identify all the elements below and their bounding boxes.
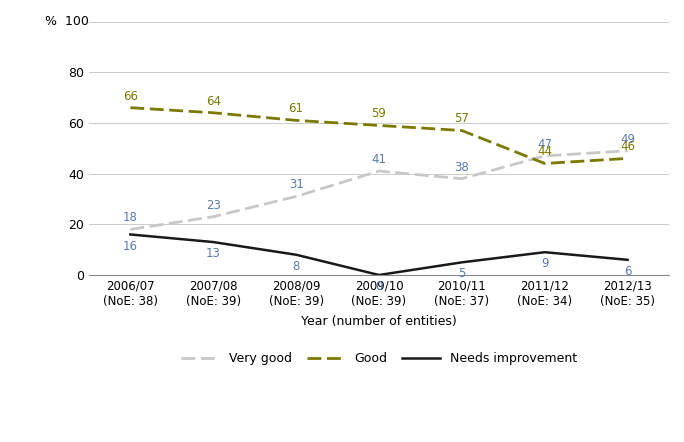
Text: 5: 5 [458, 267, 466, 280]
Text: 47: 47 [537, 138, 552, 151]
Text: %  100: % 100 [45, 15, 90, 28]
X-axis label: Year (number of entities): Year (number of entities) [301, 315, 457, 328]
Text: 61: 61 [289, 102, 304, 115]
Text: 9: 9 [541, 257, 549, 270]
Text: 0: 0 [376, 280, 382, 293]
Text: 41: 41 [371, 153, 386, 166]
Text: 6: 6 [624, 265, 631, 278]
Text: 64: 64 [206, 95, 221, 108]
Text: 18: 18 [123, 211, 138, 224]
Text: 31: 31 [289, 179, 304, 191]
Text: 13: 13 [206, 247, 221, 260]
Text: 59: 59 [371, 107, 386, 120]
Legend: Very good, Good, Needs improvement: Very good, Good, Needs improvement [176, 347, 582, 370]
Text: 38: 38 [454, 160, 469, 174]
Text: 46: 46 [620, 140, 635, 153]
Text: 49: 49 [620, 133, 635, 146]
Text: 16: 16 [123, 240, 138, 252]
Text: 44: 44 [537, 145, 552, 158]
Text: 57: 57 [454, 112, 469, 126]
Text: 8: 8 [293, 260, 300, 273]
Text: 23: 23 [206, 198, 221, 212]
Text: 66: 66 [123, 90, 138, 103]
